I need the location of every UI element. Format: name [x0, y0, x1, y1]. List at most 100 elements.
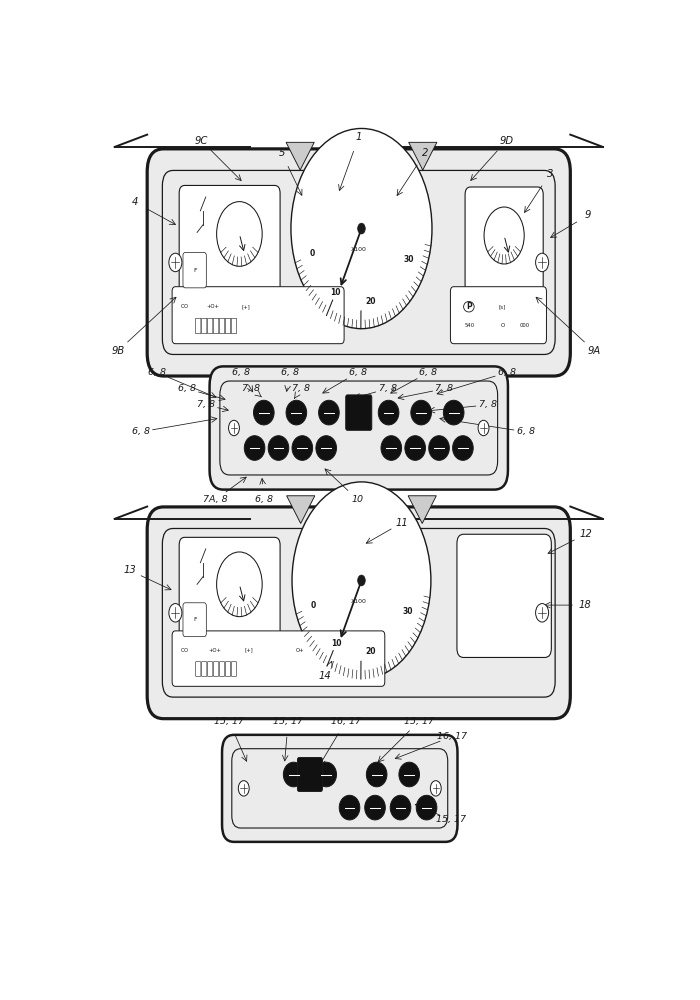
- Ellipse shape: [399, 762, 419, 787]
- Text: +O+: +O+: [207, 304, 220, 309]
- Text: F: F: [193, 268, 197, 273]
- Text: 3: 3: [547, 169, 553, 179]
- Ellipse shape: [253, 400, 274, 425]
- FancyBboxPatch shape: [219, 318, 225, 334]
- Text: 15, 17: 15, 17: [404, 717, 434, 726]
- FancyBboxPatch shape: [202, 662, 207, 676]
- FancyBboxPatch shape: [207, 318, 213, 334]
- Text: P: P: [466, 302, 472, 311]
- FancyBboxPatch shape: [346, 395, 372, 430]
- Text: 10: 10: [330, 639, 341, 648]
- Text: 12: 12: [579, 529, 592, 539]
- Text: 6, 8: 6, 8: [232, 368, 250, 377]
- Text: 7, 8: 7, 8: [242, 384, 260, 393]
- Text: [s]: [s]: [499, 304, 506, 309]
- Text: 6, 8: 6, 8: [132, 427, 150, 436]
- FancyBboxPatch shape: [147, 149, 570, 376]
- Polygon shape: [409, 142, 437, 170]
- Ellipse shape: [316, 436, 337, 460]
- Text: OO: OO: [181, 304, 189, 309]
- Text: 6, 8: 6, 8: [517, 427, 535, 436]
- Ellipse shape: [268, 436, 289, 460]
- Ellipse shape: [378, 400, 399, 425]
- FancyBboxPatch shape: [231, 662, 237, 676]
- FancyBboxPatch shape: [202, 318, 207, 334]
- Text: 20: 20: [365, 297, 376, 306]
- Ellipse shape: [416, 795, 437, 820]
- FancyBboxPatch shape: [195, 662, 201, 676]
- Text: [+]: [+]: [244, 648, 253, 653]
- Text: 0: 0: [311, 601, 316, 610]
- Text: 4: 4: [132, 197, 139, 207]
- Text: X100: X100: [351, 247, 367, 252]
- Ellipse shape: [318, 400, 340, 425]
- Text: 7A, 8: 7A, 8: [203, 495, 228, 504]
- FancyBboxPatch shape: [214, 662, 219, 676]
- Text: 6, 8: 6, 8: [148, 368, 166, 377]
- Circle shape: [536, 253, 549, 272]
- Ellipse shape: [292, 436, 313, 460]
- Text: O+: O+: [296, 648, 304, 653]
- Text: 16, 17: 16, 17: [437, 732, 466, 741]
- Text: 540: 540: [465, 323, 475, 328]
- Ellipse shape: [428, 436, 449, 460]
- Text: 10: 10: [351, 495, 364, 504]
- Polygon shape: [408, 496, 436, 523]
- Text: 9B: 9B: [111, 346, 125, 356]
- Text: 1: 1: [356, 132, 362, 142]
- FancyBboxPatch shape: [457, 534, 552, 657]
- FancyBboxPatch shape: [179, 185, 280, 299]
- Text: 7, 8: 7, 8: [435, 384, 454, 393]
- FancyBboxPatch shape: [298, 758, 323, 791]
- Ellipse shape: [366, 762, 387, 787]
- FancyBboxPatch shape: [172, 631, 385, 686]
- Text: 15, 17: 15, 17: [436, 815, 466, 824]
- Text: 16, 17: 16, 17: [330, 717, 360, 726]
- FancyBboxPatch shape: [222, 735, 458, 842]
- Text: [+]: [+]: [241, 304, 251, 309]
- Text: 5: 5: [279, 148, 285, 158]
- FancyBboxPatch shape: [231, 318, 237, 334]
- Text: F: F: [193, 617, 197, 622]
- Circle shape: [358, 223, 365, 234]
- Text: 2: 2: [421, 148, 428, 158]
- Text: 9A: 9A: [587, 346, 601, 356]
- FancyBboxPatch shape: [209, 366, 508, 490]
- Circle shape: [216, 552, 262, 617]
- Text: 6, 8: 6, 8: [256, 495, 274, 504]
- Circle shape: [484, 207, 524, 264]
- Text: 13: 13: [123, 565, 136, 575]
- Text: 15, 17: 15, 17: [273, 717, 303, 726]
- Ellipse shape: [381, 436, 402, 460]
- Polygon shape: [286, 496, 315, 523]
- Text: 7, 8: 7, 8: [197, 400, 215, 409]
- FancyBboxPatch shape: [172, 287, 344, 344]
- Ellipse shape: [443, 400, 464, 425]
- Circle shape: [358, 575, 365, 586]
- Text: 0: 0: [310, 249, 315, 258]
- Text: 000: 000: [519, 323, 529, 328]
- Text: 7, 8: 7, 8: [479, 400, 497, 409]
- Circle shape: [478, 420, 489, 436]
- Ellipse shape: [244, 436, 265, 460]
- Circle shape: [430, 781, 441, 796]
- FancyBboxPatch shape: [450, 287, 547, 344]
- Text: 7, 8: 7, 8: [379, 384, 396, 393]
- Ellipse shape: [405, 436, 426, 460]
- Text: 10: 10: [330, 288, 341, 297]
- Text: 6, 8: 6, 8: [281, 368, 299, 377]
- Ellipse shape: [316, 762, 337, 787]
- Text: 14: 14: [318, 671, 332, 681]
- Text: 18: 18: [578, 600, 591, 610]
- Ellipse shape: [284, 762, 304, 787]
- Text: 9: 9: [584, 210, 591, 220]
- Text: 6, 8: 6, 8: [178, 384, 196, 393]
- Text: +O+: +O+: [208, 648, 221, 653]
- FancyBboxPatch shape: [183, 252, 206, 288]
- FancyBboxPatch shape: [225, 318, 231, 334]
- Circle shape: [228, 420, 239, 436]
- Ellipse shape: [365, 795, 385, 820]
- Text: O: O: [500, 323, 505, 328]
- Circle shape: [169, 604, 182, 622]
- Text: 30: 30: [402, 607, 413, 616]
